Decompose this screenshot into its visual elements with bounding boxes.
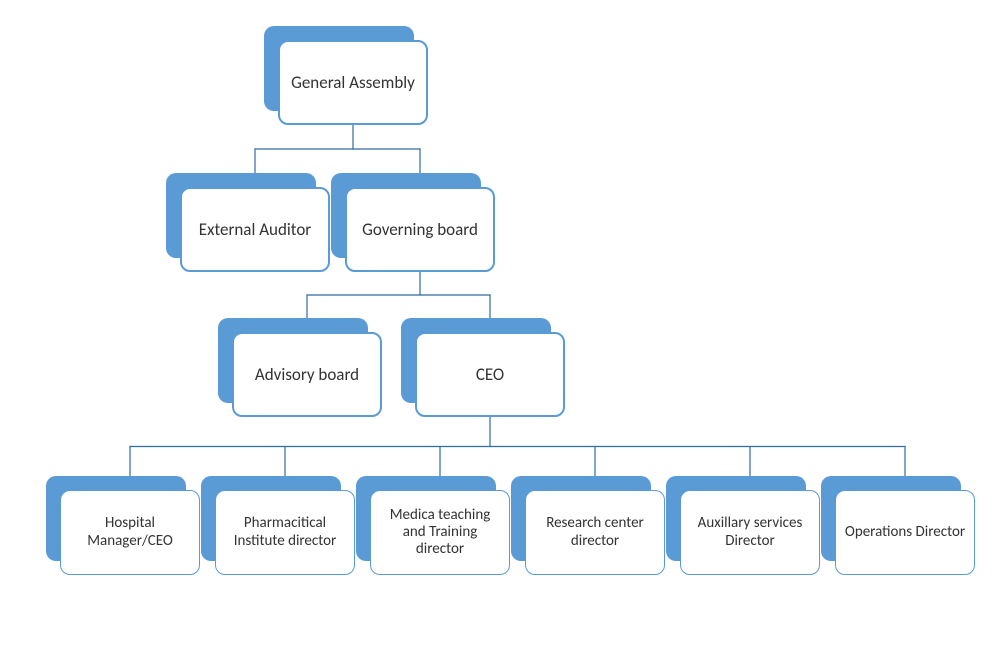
node-ab: Advisory board: [218, 318, 382, 417]
node-label: Medica teaching and Training director: [379, 507, 501, 559]
node-label: General Assembly: [291, 73, 415, 93]
node-front: External Auditor: [180, 187, 330, 272]
node-as: Auxillary services Director: [666, 476, 820, 575]
node-ea: External Auditor: [166, 173, 330, 272]
node-pi: Pharmacitical Institute director: [201, 476, 355, 575]
node-label: Governing board: [362, 220, 478, 240]
node-rc: Research center director: [511, 476, 665, 575]
node-front: Auxillary services Director: [680, 490, 820, 575]
node-front: Medica teaching and Training director: [370, 490, 510, 575]
node-label: Hospital Manager/CEO: [69, 515, 191, 550]
node-front: Research center director: [525, 490, 665, 575]
node-hm: Hospital Manager/CEO: [46, 476, 200, 575]
node-gb: Governing board: [331, 173, 495, 272]
node-label: Operations Director: [845, 524, 965, 541]
node-label: Pharmacitical Institute director: [224, 515, 346, 550]
node-label: Advisory board: [255, 365, 359, 385]
node-label: External Auditor: [199, 220, 311, 240]
node-ga: General Assembly: [264, 26, 428, 125]
node-front: Pharmacitical Institute director: [215, 490, 355, 575]
node-label: Research center director: [534, 515, 656, 550]
node-front: Hospital Manager/CEO: [60, 490, 200, 575]
node-front: Governing board: [345, 187, 495, 272]
node-ceo: CEO: [401, 318, 565, 417]
node-front: CEO: [415, 332, 565, 417]
node-front: Advisory board: [232, 332, 382, 417]
node-label: CEO: [476, 365, 504, 385]
node-mt: Medica teaching and Training director: [356, 476, 510, 575]
node-od: Operations Director: [821, 476, 975, 575]
node-label: Auxillary services Director: [689, 515, 811, 550]
node-front: General Assembly: [278, 40, 428, 125]
org-chart: General Assembly External Auditor Governin…: [0, 0, 1000, 666]
node-front: Operations Director: [835, 490, 975, 575]
